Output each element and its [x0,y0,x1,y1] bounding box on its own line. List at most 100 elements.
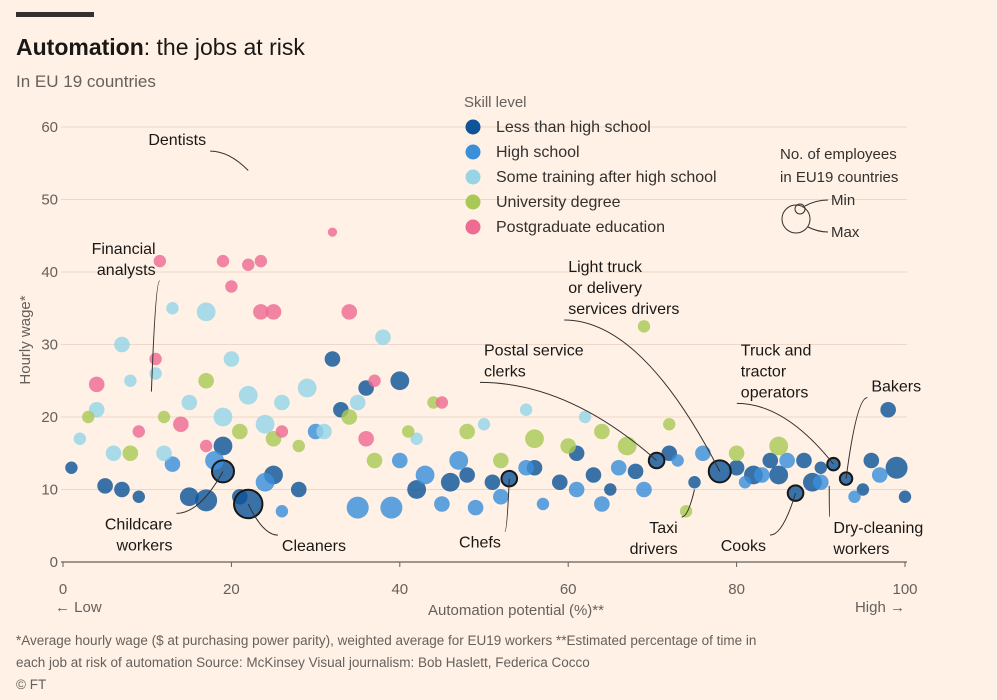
data-point [898,490,912,503]
highlighted-point-ring [210,459,235,484]
data-point [349,394,366,411]
data-point [238,385,258,405]
data-point [578,410,592,424]
data-point [205,451,224,470]
data-point [392,452,408,469]
data-point [114,336,130,353]
data-point [617,436,637,456]
legend-item-label: Some training after high school [496,169,717,186]
data-point [149,367,162,380]
annotation-label: or delivery [568,280,642,297]
size-legend-max-label: Max [831,224,860,241]
annotation-label: Financial [92,241,156,258]
data-point [434,496,450,512]
data-point [636,481,652,498]
data-point [856,483,870,496]
data-point [459,423,475,440]
annotation-label: workers [832,541,889,558]
legend-item-label: University degree [496,194,621,211]
data-point [415,465,435,485]
data-point [327,227,338,237]
chart-subtitle: In EU 19 countries [16,72,156,91]
annotation-leader [210,150,249,171]
size-legend-title-1: No. of employees [780,146,897,163]
annotation-leader [504,478,510,532]
legend-item-label: Postgraduate education [496,219,665,236]
x-tick-label: 60 [560,581,577,598]
size-legend-max-circle [781,204,811,234]
data-point [341,304,358,320]
legend-swatch [465,169,481,185]
data-point [164,456,181,472]
data-point [738,476,752,489]
data-point [290,481,307,498]
annotation-label: analysts [97,262,156,279]
data-point [519,403,533,416]
size-legend-min-leader [804,199,829,207]
annotation-label: operators [741,384,809,401]
highlighted-point-ring [786,484,805,502]
size-legend-min-label: Min [831,192,855,209]
data-point [493,488,509,505]
data-point [871,467,888,483]
x-tick-label: 100 [892,581,917,598]
annotation-label: services drivers [568,301,679,318]
annotation-label: Dry-cleaning [833,520,923,537]
data-point [153,254,167,268]
data-point [316,423,332,440]
size-legend-min-circle [794,203,806,215]
data-point [225,280,238,293]
data-point [493,452,509,469]
x-tick-label: 80 [728,581,745,598]
data-point [292,439,305,453]
data-point [297,378,317,398]
data-point [610,459,627,476]
data-point [407,480,427,499]
y-tick-label: 10 [41,482,58,499]
annotation-label: workers [115,537,172,554]
data-point [156,445,172,462]
data-point [65,461,78,474]
data-point [536,497,550,511]
data-point [440,472,460,492]
data-point [198,372,214,389]
annotation-label: Childcare [105,516,173,533]
data-point [232,423,248,440]
data-point [459,467,475,483]
data-point [122,445,139,462]
annotation-leader [681,489,695,518]
legend-title: Skill level [464,94,527,111]
data-point [762,452,779,469]
footnote-line-1: *Average hourly wage ($ at purchasing po… [16,633,757,648]
data-point [402,425,415,438]
data-point [796,452,812,469]
data-point [105,445,122,462]
legend-item-label: High school [496,144,580,161]
annotation-leader [564,319,721,472]
data-point [196,302,216,322]
data-point [242,258,255,271]
data-point [477,418,491,431]
annotation-leader [176,471,224,514]
data-point [627,463,644,480]
data-point [880,401,896,418]
data-point [213,436,233,456]
data-point [114,481,130,498]
data-point [754,467,770,483]
data-point [585,467,602,483]
size-legend-title-2: in EU19 countries [780,169,898,186]
data-point [863,452,880,469]
chart-title: Automation: the jobs at risk [16,34,305,61]
data-point [124,374,137,387]
data-point [663,418,676,431]
x-low-label: ← Low [55,599,102,616]
x-tick-label: 20 [223,581,240,598]
data-point [769,465,789,485]
annotation-label: Bakers [871,379,921,396]
legend-swatch [465,219,481,235]
data-point [375,329,391,346]
title-bold: Automation [16,34,144,60]
data-point [88,376,105,393]
y-axis-ticks: 0 10 20 30 40 50 60 [41,119,58,571]
